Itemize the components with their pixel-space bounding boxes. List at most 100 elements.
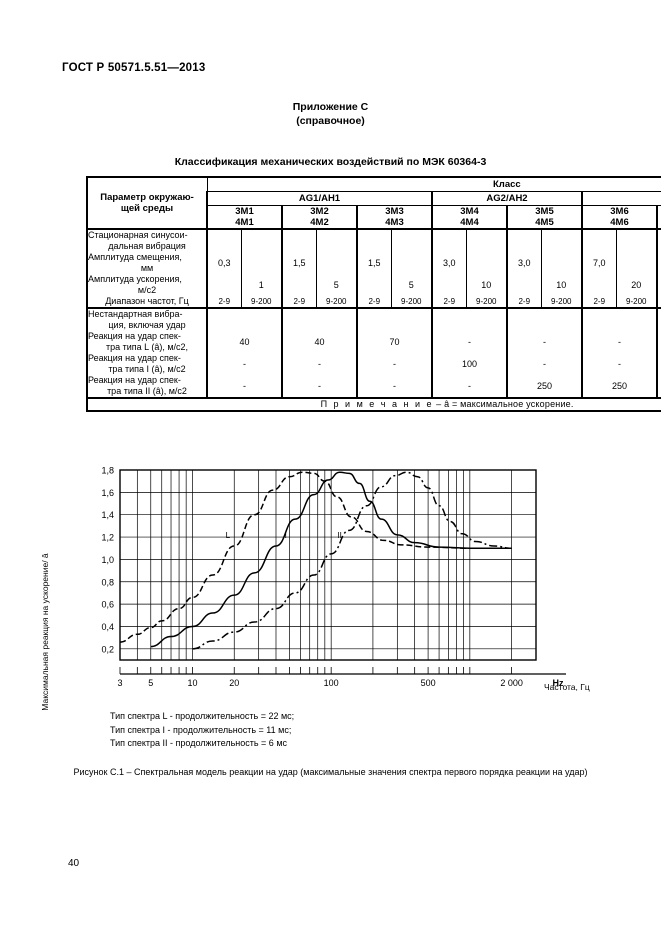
cell-value: - — [506, 353, 583, 375]
cell-value — [431, 274, 467, 296]
cell-value: - — [356, 375, 433, 399]
param-header-line2: щей среды — [120, 203, 174, 214]
legend-item-ii: Тип спектра II - продолжительность = 6 м… — [110, 738, 288, 748]
note-prefix: П р и м е ч а н и е — [320, 399, 434, 409]
section-label-line1: Стационарная синусои- — [88, 230, 188, 240]
cell-value: 2-9 — [656, 296, 661, 309]
chart-curve-label-i: I — [285, 531, 287, 540]
row-label-line1: Реакция на удар спек- — [88, 375, 181, 385]
column-header-3m1: 3M1 4M1 — [206, 205, 283, 230]
cell-value — [240, 252, 283, 274]
cell-value: 2-9 — [431, 296, 467, 309]
document-header: ГОСТ Р 50571.5.51—2013 — [62, 62, 206, 74]
table-row: Амплитуда смещения, мм 0,3 1,5 1,5 3,0 3… — [86, 252, 661, 274]
cell-value: 9-200 — [315, 296, 358, 309]
row-label-line1: Амплитуда смещения, — [88, 252, 182, 262]
chart-x-axis-label: Частота, Гц — [544, 682, 590, 692]
row-label-line1: Амплитуда ускорения, — [88, 274, 182, 284]
chart-curve-label-ii: II — [337, 531, 341, 540]
row-label-line1: Диапазон частот, Гц — [105, 296, 189, 306]
legend-item-l: Тип спектра L - продолжительность = 22 м… — [110, 711, 295, 721]
chart-y-tick-label: 1,0 — [101, 555, 114, 565]
chart-series-i — [150, 471, 512, 648]
cell-value: 5 — [315, 274, 358, 296]
figure-caption-line2: на удар) — [552, 767, 588, 777]
col-code-bottom: 4M5 — [535, 217, 554, 228]
chart-y-tick-label: 0,8 — [101, 577, 114, 587]
page-number: 40 — [68, 858, 80, 869]
shock-response-chart: 0,2 0,4 0,6 0,8 1,0 1,2 1,4 1,6 1,8 3 5 10 20 100 500 2… — [101, 466, 566, 688]
cell-value: 100 — [431, 353, 508, 375]
cell-value: - — [656, 331, 661, 353]
table-row: Реакция на удар спек- тра типа II (â), м… — [86, 375, 661, 399]
cell-value: 250 — [656, 375, 661, 399]
chart-series-ii — [192, 471, 512, 650]
column-header-3m3: 3M3 4M3 — [356, 205, 433, 230]
cell-value: 40 — [281, 331, 358, 353]
col-code-bottom: 4M1 — [235, 217, 254, 228]
column-header-3m5: 3M5 4M5 — [506, 205, 583, 230]
row-label-shock-i: Реакция на удар спек- тра типа I (â), м/… — [86, 353, 208, 375]
cell-value: 3,0 — [431, 252, 467, 274]
chart-series-l — [119, 471, 512, 643]
section-label-line1: Нестандартная вибра- — [88, 309, 183, 319]
cell-value: - — [431, 375, 508, 399]
legend-item-i: Тип спектра I - продолжительность = 11 м… — [110, 724, 292, 735]
figure-c1: Максимальная реакция на ускорение/ â 0,2… — [40, 458, 602, 711]
column-header-3m4: 3M4 4M4 — [431, 205, 508, 230]
col-code-top: 3M3 — [385, 206, 404, 217]
row-label-acceleration: Амплитуда ускорения, м/с2 — [86, 274, 208, 296]
cell-value: 10 — [540, 274, 583, 296]
row-label-line2: тра типа I (â), м/с2 — [108, 364, 186, 374]
chart-x-tick-label: 20 — [229, 678, 239, 688]
cell-value: 20 — [615, 274, 658, 296]
col-code-top: 3M4 — [460, 206, 479, 217]
cell-value: 9-200 — [615, 296, 658, 309]
chart-y-tick-label: 0,4 — [101, 622, 114, 632]
col-code-bottom: 4M3 — [385, 217, 404, 228]
cell-value: 2-9 — [206, 296, 242, 309]
cell-value: - — [656, 353, 661, 375]
table-row: Реакция на удар спек- тра типа L (â), м/… — [86, 331, 661, 353]
chart-y-tick-label: 1,8 — [101, 466, 114, 476]
column-header-3m2: 3M2 4M2 — [281, 205, 358, 230]
cell-value: 2-9 — [506, 296, 542, 309]
row-label-shock-l: Реакция на удар спек- тра типа L (â), м/… — [86, 331, 208, 353]
table-row: Диапазон частот, Гц 2-9 9-200 2-9 9-200 … — [86, 296, 661, 309]
table-row: Реакция на удар спек- тра типа I (â), м/… — [86, 353, 661, 375]
figure-caption-line1: Рисунок С.1 – Спектральная модель реакци… — [73, 767, 551, 777]
row-label-line2: м/с2 — [137, 285, 157, 295]
chart-plot-frame — [119, 469, 537, 661]
chart-y-axis-label: Максимальная реакция на ускорение/ â — [40, 553, 50, 711]
chart-x-tick-label: 500 — [421, 678, 436, 688]
cell-value: 3,0 — [506, 252, 542, 274]
cell-value: 2-9 — [281, 296, 317, 309]
group-header-ag2: AG2/AH2 — [431, 191, 583, 206]
section-label-nonstandard: Нестандартная вибра- ция, включая удар — [86, 307, 208, 331]
chart-y-tick-label: 1,6 — [101, 488, 114, 498]
table-row: 3M1 4M1 3M2 4M2 3M3 4M3 3M4 4M4 — [87, 205, 661, 230]
cell-value: - — [506, 331, 583, 353]
cell-value: 250 — [581, 375, 658, 399]
cell-value — [315, 252, 358, 274]
cell-value: 9-200 — [540, 296, 583, 309]
cell-value: 2-9 — [581, 296, 617, 309]
row-label-line1: Реакция на удар спек- — [88, 331, 181, 341]
chart-x-axis-unit: Hz — [553, 678, 564, 688]
cell-value: 9-200 — [465, 296, 508, 309]
cell-value: - — [281, 375, 358, 399]
col-code-top: 3M6 — [610, 206, 629, 217]
group-header-ag1: AG1/AH1 — [206, 191, 433, 206]
annex-heading: Приложение С (справочное) — [0, 100, 661, 128]
col-code-top: 3M2 — [310, 206, 329, 217]
param-header-cell: Параметр окружаю- щей среды — [86, 176, 208, 230]
table-row: AG1/AH1 AG2/AH2 AG3/AH3 — [87, 191, 661, 206]
chart-y-tick-label: 1,4 — [101, 510, 114, 520]
cell-value: - — [431, 331, 508, 353]
col-code-bottom: 4M6 — [610, 217, 629, 228]
cell-value: 5 — [390, 274, 433, 296]
cell-value — [281, 274, 317, 296]
classification-table: Параметр окружаю- щей среды Класс AG1/AH… — [85, 176, 661, 412]
group-header-ag3: AG3/AH3 — [580, 191, 661, 206]
